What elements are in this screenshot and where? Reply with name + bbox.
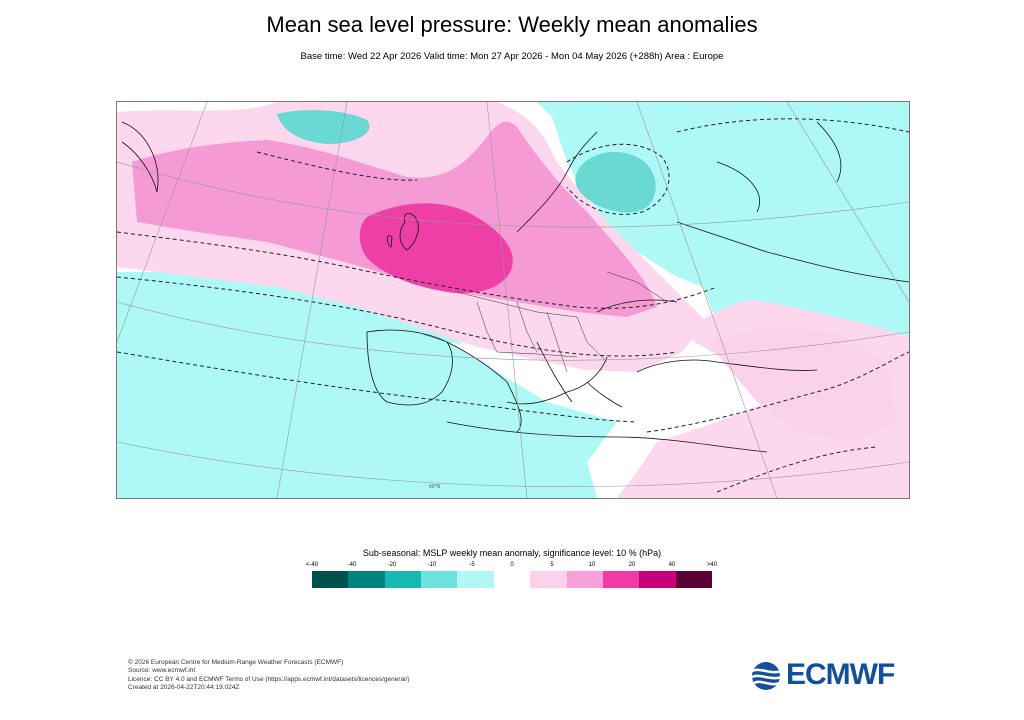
legend-tick: -5 (469, 562, 475, 568)
created-text: Created at 2026-04-22T20:44:19.024Z (128, 683, 240, 691)
source-text: Source: www.ecmwf.int (128, 667, 196, 675)
country-borders (416, 271, 668, 373)
legend-color-swatch (421, 571, 458, 588)
legend-color-swatch (493, 571, 531, 588)
legend-tick: 20 (628, 562, 636, 568)
significance-contours (117, 118, 909, 493)
legend-title: Sub-seasonal: MSLP weekly mean anomaly, … (362, 548, 662, 558)
copyright-text: © 2026 European Centre for Medium-Range … (128, 659, 344, 666)
legend-color-swatch (602, 571, 640, 588)
legend-color-swatch (348, 571, 385, 588)
footer-credits: © 2026 European Centre for Medium-Range … (128, 659, 410, 692)
legend-tick: 10 (588, 562, 596, 568)
graticule (117, 102, 909, 498)
coastlines (121, 121, 909, 453)
legend-color-swatch (639, 571, 676, 588)
legend-tick: -20 (387, 562, 397, 568)
legend-tick: 5 (550, 562, 554, 568)
legend-tick: -40 (347, 562, 357, 568)
legend-ticks: <-40 -40 -20 -10 -5 0 5 10 20 40 >40 (306, 562, 717, 572)
legend-tick: 0 (510, 562, 514, 568)
legend-color-swatch (530, 571, 567, 588)
legend-tick: >40 (706, 562, 718, 568)
uk-high-core (359, 203, 513, 294)
mediterranean-positive (707, 327, 897, 442)
barents-low (575, 152, 656, 213)
legend-color-swatch (312, 571, 349, 588)
ecmwf-logo-icon (751, 662, 783, 690)
legend-tick: <-40 (305, 562, 319, 568)
page-subtitle: Base time: Wed 22 Apr 2026 Valid time: M… (300, 51, 724, 62)
licence-text: Licence: CC BY 4.0 and ECMWF Terms of Us… (128, 675, 410, 683)
grid-label: 60°N (429, 484, 441, 490)
greenland-low (277, 110, 370, 144)
anomaly-map[interactable]: 60°N (116, 101, 910, 499)
legend-colorbar (312, 571, 712, 588)
legend-tick: 40 (668, 562, 676, 568)
legend-tick: -10 (427, 562, 437, 568)
ecmwf-logo-text: ECMWF (786, 658, 895, 691)
page-title: Mean sea level pressure: Weekly mean ano… (266, 12, 758, 37)
legend-color-swatch (566, 571, 603, 588)
map-canvas: 60°N (117, 102, 909, 498)
legend-color-swatch (457, 571, 494, 588)
legend-color-swatch (384, 571, 422, 588)
legend-color-swatch (675, 571, 712, 588)
